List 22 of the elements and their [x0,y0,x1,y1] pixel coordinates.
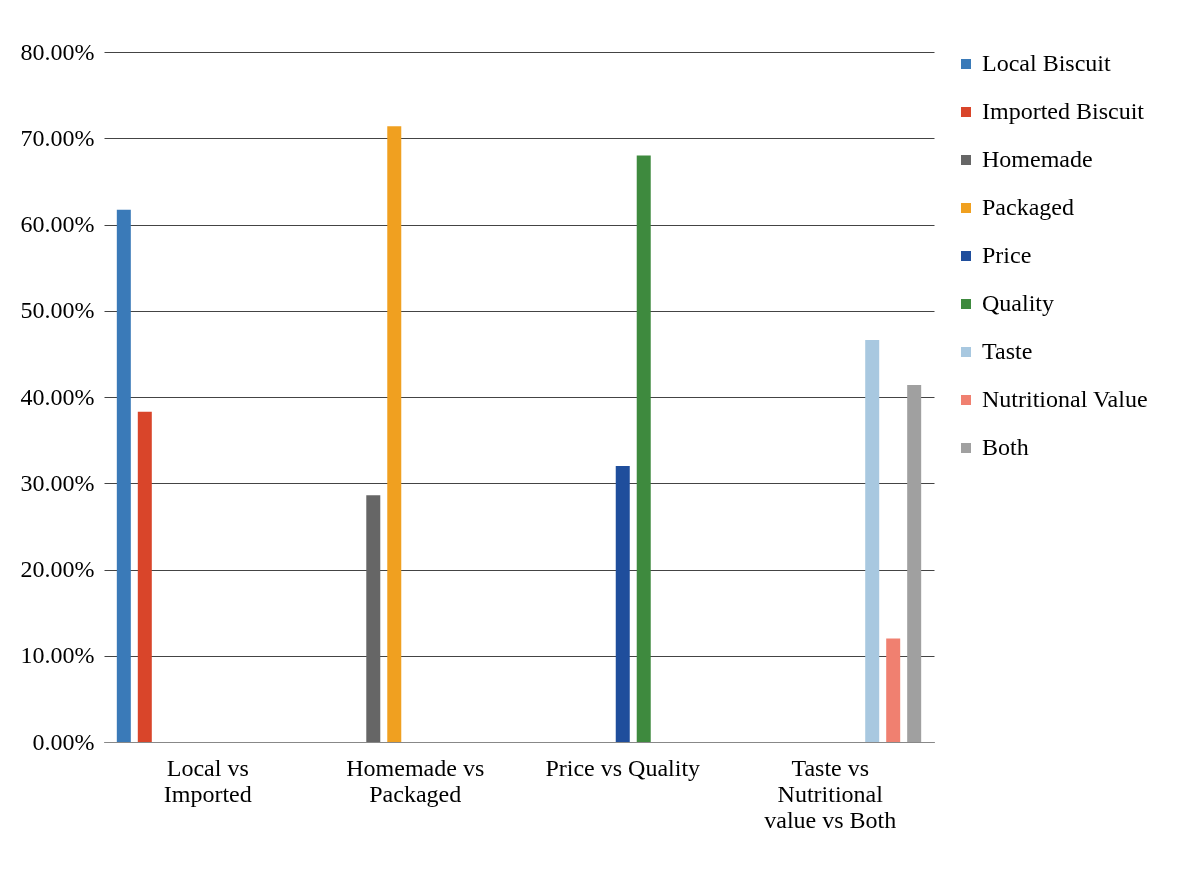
y-tick-label: 80.00% [20,38,95,65]
legend-label: Homemade [982,146,1093,172]
y-tick-label: 20.00% [20,556,95,582]
y-tick-label: 30.00% [20,469,95,496]
y-tick-label: 50.00% [20,297,95,324]
x-tick-label: Local vs Imported [163,754,252,807]
legend-label: Price [982,242,1032,268]
legend-label: Nutritional Value [982,386,1148,412]
legend-label: Both [982,434,1029,460]
y-tick-label: 10.00% [20,642,95,669]
x-tick-label: Price vs Quality [545,754,701,781]
legend-label: Imported Biscuit [982,98,1145,124]
y-tick-label: 40.00% [20,383,95,410]
x-tick-label: Taste vs Nutritional value vs Both [764,754,897,833]
legend-label: Taste [982,338,1033,364]
legend-label: Quality [982,290,1054,316]
legend-label: Local Biscuit [982,50,1111,76]
legend-label: Packaged [982,194,1074,220]
y-tick-label: 60.00% [20,211,95,237]
x-tick-label: Homemade vs Packaged [346,754,485,807]
y-tick-label: 0.00% [32,728,95,755]
y-tick-label: 70.00% [20,124,95,151]
